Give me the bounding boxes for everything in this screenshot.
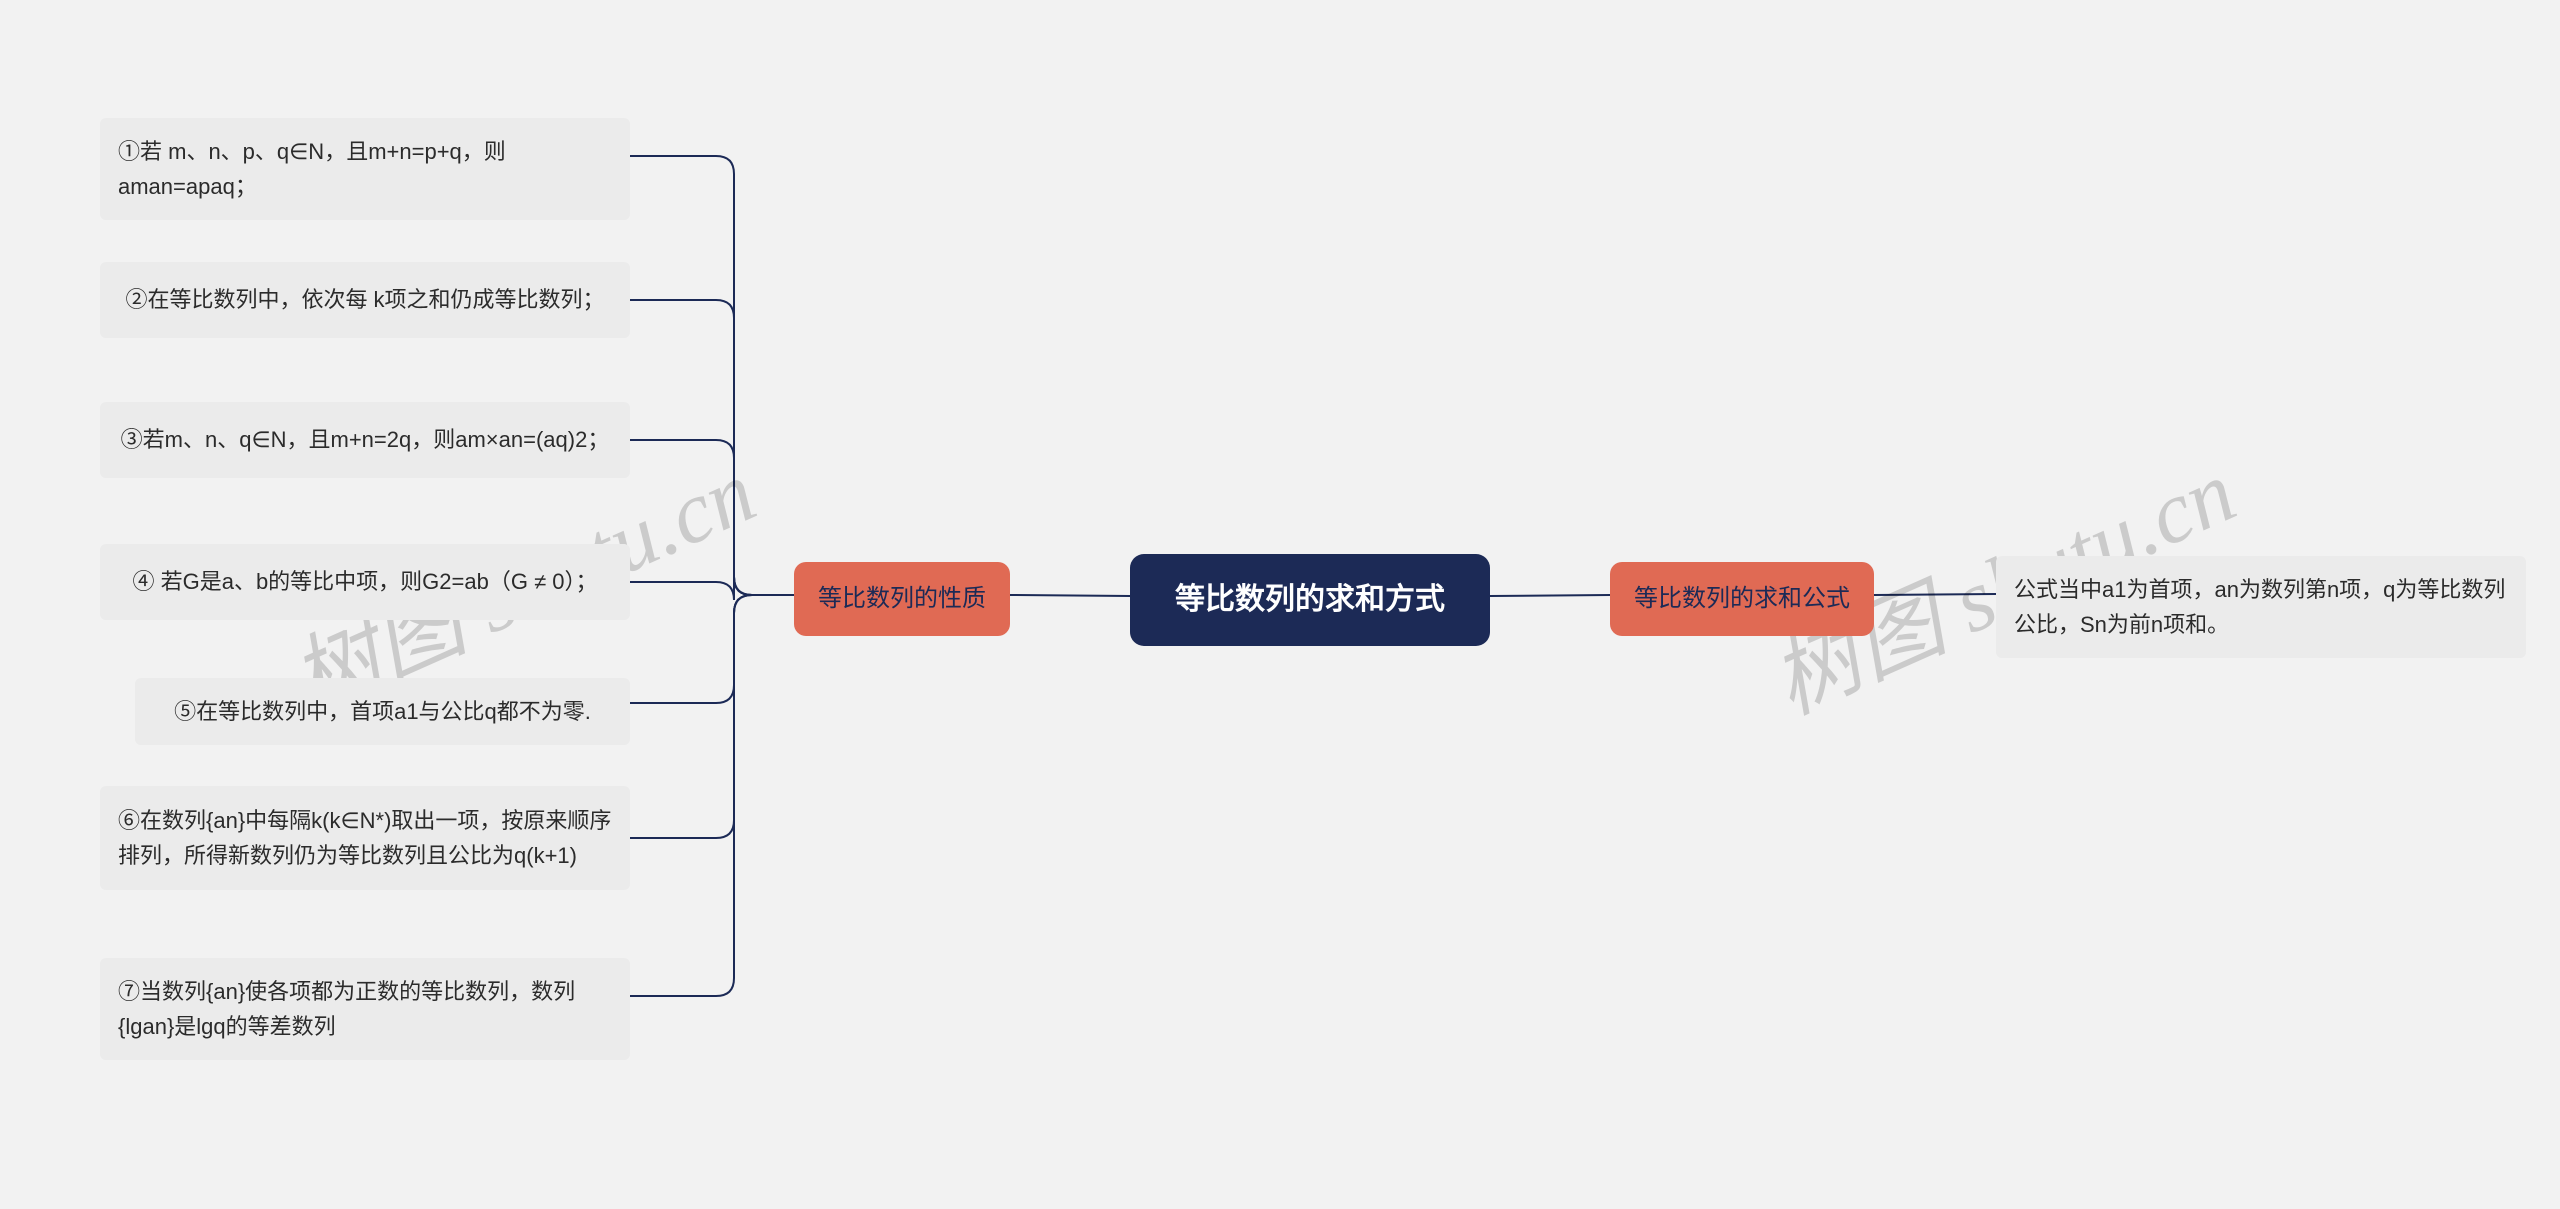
property-text: ③若m、n、q∈N，且m+n=2q，则am×an=(aq)2；	[121, 422, 610, 457]
property-node-6: ⑥在数列{an}中每隔k(k∈N*)取出一项，按原来顺序排列，所得新数列仍为等比…	[100, 786, 630, 890]
property-node-1: ①若 m、n、p、q∈N，且m+n=p+q，则aman=apaq；	[100, 118, 630, 220]
property-node-3: ③若m、n、q∈N，且m+n=2q，则am×an=(aq)2；	[100, 402, 630, 478]
formula-node-1: 公式当中a1为首项，an为数列第n项，q为等比数列公比，Sn为前n项和。	[1996, 556, 2526, 658]
property-text: ②在等比数列中，依次每 k项之和仍成等比数列；	[125, 282, 604, 317]
formula-text: 公式当中a1为首项，an为数列第n项，q为等比数列公比，Sn为前n项和。	[2014, 572, 2508, 642]
center-node: 等比数列的求和方式	[1130, 554, 1490, 646]
property-text: ⑥在数列{an}中每隔k(k∈N*)取出一项，按原来顺序排列，所得新数列仍为等比…	[118, 803, 612, 873]
left-branch-text: 等比数列的性质	[818, 580, 986, 618]
property-text: ⑤在等比数列中，首项a1与公比q都不为零.	[174, 694, 591, 729]
property-node-7: ⑦当数列{an}使各项都为正数的等比数列，数列{lgan}是lgq的等差数列	[100, 958, 630, 1060]
right-branch-text: 等比数列的求和公式	[1634, 580, 1850, 618]
center-node-text: 等比数列的求和方式	[1175, 576, 1445, 624]
right-branch-node: 等比数列的求和公式	[1610, 562, 1874, 636]
property-text: ⑦当数列{an}使各项都为正数的等比数列，数列{lgan}是lgq的等差数列	[118, 974, 612, 1044]
property-text: ①若 m、n、p、q∈N，且m+n=p+q，则aman=apaq；	[118, 134, 612, 204]
property-node-4: ④ 若G是a、b的等比中项，则G2=ab（G ≠ 0）；	[100, 544, 630, 620]
property-node-2: ②在等比数列中，依次每 k项之和仍成等比数列；	[100, 262, 630, 338]
property-text: ④ 若G是a、b的等比中项，则G2=ab（G ≠ 0）；	[132, 564, 597, 599]
property-node-5: ⑤在等比数列中，首项a1与公比q都不为零.	[135, 678, 630, 745]
left-branch-node: 等比数列的性质	[794, 562, 1010, 636]
